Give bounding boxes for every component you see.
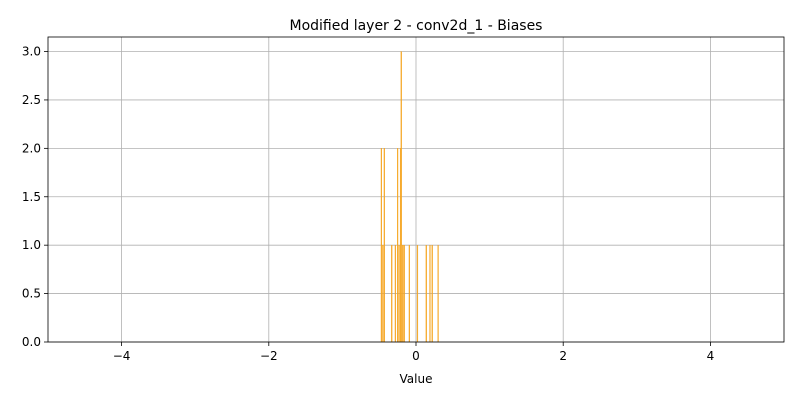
histogram-bar (429, 245, 431, 343)
y-tick-label: 1.0 (22, 238, 41, 252)
histogram-bar (380, 148, 382, 343)
y-axis-ticks: 0.0 0.5 1.0 1.5 2.0 2.5 3.0 (22, 45, 48, 349)
histogram-bar (408, 245, 410, 343)
y-tick-label: 3.0 (22, 45, 41, 59)
histogram-bar (402, 245, 404, 343)
x-tick-label: −2 (260, 349, 278, 363)
x-tick-label: −4 (113, 349, 131, 363)
histogram-bar (391, 245, 393, 343)
y-tick-label: 2.5 (22, 93, 41, 107)
x-axis-label: Value (400, 372, 433, 386)
histogram-bar (383, 148, 385, 343)
x-tick-label: 0 (412, 349, 420, 363)
x-tick-label: 2 (559, 349, 567, 363)
histogram-bar (403, 245, 405, 343)
x-tick-label: 4 (707, 349, 715, 363)
y-tick-label: 0.5 (22, 287, 41, 301)
histogram-bar (394, 245, 396, 343)
y-tick-label: 2.0 (22, 141, 41, 155)
grid-lines (48, 37, 784, 343)
histogram-bar (397, 148, 399, 343)
histogram-bar (382, 245, 384, 343)
histogram-bar (425, 245, 427, 343)
y-tick-label: 1.5 (22, 190, 41, 204)
chart-title: Modified layer 2 - conv2d_1 - Biases (290, 18, 543, 34)
histogram-bar (437, 245, 439, 343)
histogram-bar (398, 245, 400, 343)
y-tick-label: 0.0 (22, 335, 41, 349)
x-axis-ticks: −4 −2 0 2 4 (113, 342, 714, 363)
histogram-bar (416, 245, 419, 343)
histogram-bar (431, 245, 433, 343)
histogram-bar (400, 51, 402, 343)
